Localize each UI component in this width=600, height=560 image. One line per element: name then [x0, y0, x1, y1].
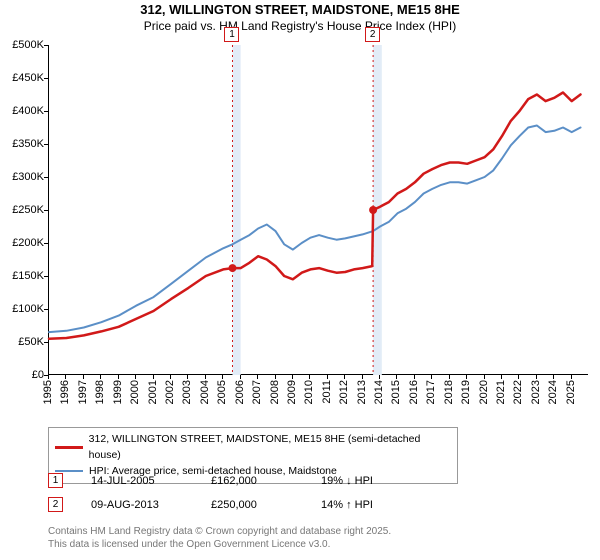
y-tick-label: £400K [0, 105, 44, 117]
x-tick-label: 2004 [199, 380, 211, 404]
sale-date-1: 14-JUL-2005 [91, 475, 211, 487]
sale-marker-2: 2 [48, 497, 63, 512]
legend-swatch-red [55, 446, 83, 449]
x-tick-label: 2003 [181, 380, 193, 404]
legend-row-price-paid: 312, WILLINGTON STREET, MAIDSTONE, ME15 … [55, 432, 451, 464]
x-tick-label: 2015 [390, 380, 402, 404]
plot-area [48, 45, 588, 375]
sale-price-1: £162,000 [211, 475, 321, 487]
x-tick-label: 2019 [460, 380, 472, 404]
sale-marker-1: 1 [48, 473, 63, 488]
sale-date-2: 09-AUG-2013 [91, 499, 211, 511]
x-tick-label: 2006 [234, 380, 246, 404]
x-tick-label: 2017 [425, 380, 437, 404]
x-tick-label: 2023 [530, 380, 542, 404]
x-tick-label: 2025 [565, 380, 577, 404]
x-tick-label: 2024 [547, 380, 559, 404]
footer-line1: Contains HM Land Registry data © Crown c… [48, 525, 391, 538]
sale-pct-2: 14% ↑ HPI [321, 499, 441, 511]
y-tick-label: £0 [0, 369, 44, 381]
x-tick-label: 2022 [512, 380, 524, 404]
y-tick-label: £100K [0, 303, 44, 315]
y-tick-label: £200K [0, 237, 44, 249]
sale-price-2: £250,000 [211, 499, 321, 511]
x-tick-label: 1996 [59, 380, 71, 404]
legend-label-price-paid: 312, WILLINGTON STREET, MAIDSTONE, ME15 … [89, 432, 451, 464]
x-tick-label: 2020 [478, 380, 490, 404]
x-tick-label: 2005 [216, 380, 228, 404]
chart-area: £0 £50K £100K £150K £200K £250K £300K £350K £400… [0, 40, 600, 420]
x-tick-label: 2012 [338, 380, 350, 404]
x-tick-label: 2002 [164, 380, 176, 404]
footer-line2: This data is licensed under the Open Gov… [48, 538, 391, 551]
y-tick-label: £500K [0, 39, 44, 51]
footer-attribution: Contains HM Land Registry data © Crown c… [48, 525, 391, 551]
x-tick-label: 2013 [356, 380, 368, 404]
sale-row-2: 2 09-AUG-2013 £250,000 14% ↑ HPI [48, 497, 441, 512]
x-tick-label: 1998 [94, 380, 106, 404]
x-tick-label: 2018 [443, 380, 455, 404]
chart-sale-marker: 2 [365, 27, 380, 42]
sale-row-1: 1 14-JUL-2005 £162,000 19% ↓ HPI [48, 473, 441, 488]
x-tick-label: 2001 [147, 380, 159, 404]
y-tick-label: £350K [0, 138, 44, 150]
x-tick-label: 1997 [77, 380, 89, 404]
title-address: 312, WILLINGTON STREET, MAIDSTONE, ME15 … [0, 2, 600, 19]
x-tick-label: 2009 [286, 380, 298, 404]
y-tick-label: £150K [0, 270, 44, 282]
y-tick-label: £250K [0, 204, 44, 216]
x-tick-label: 2016 [408, 380, 420, 404]
chart-sale-marker: 1 [224, 27, 239, 42]
title-subtitle: Price paid vs. HM Land Registry's House … [0, 19, 600, 35]
y-tick-label: £300K [0, 171, 44, 183]
x-tick-label: 1999 [112, 380, 124, 404]
x-tick-label: 2008 [269, 380, 281, 404]
x-tick-label: 2021 [495, 380, 507, 404]
x-tick-label: 2014 [373, 380, 385, 404]
x-tick-label: 2000 [129, 380, 141, 404]
x-tick-label: 1995 [42, 380, 54, 404]
plot-svg [49, 45, 589, 375]
x-tick-label: 2010 [303, 380, 315, 404]
sale-pct-1: 19% ↓ HPI [321, 475, 441, 487]
x-tick-label: 2011 [321, 380, 333, 404]
y-tick-label: £50K [0, 336, 44, 348]
chart-title: 312, WILLINGTON STREET, MAIDSTONE, ME15 … [0, 0, 600, 34]
x-tick-label: 2007 [251, 380, 263, 404]
y-tick-label: £450K [0, 72, 44, 84]
